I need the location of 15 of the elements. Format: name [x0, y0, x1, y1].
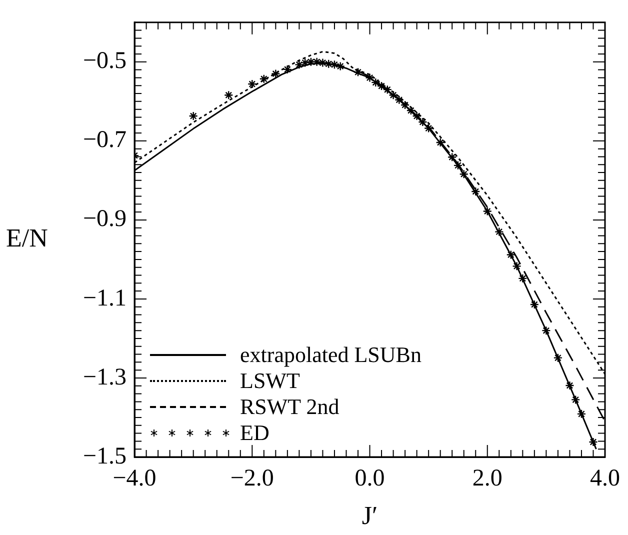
y-tick-label: −1.1 [82, 285, 127, 312]
x-tick-label: 2.0 [472, 466, 502, 492]
y-tick-label: −0.9 [82, 206, 127, 232]
y-tick-label: −1.3 [82, 364, 127, 390]
y-tick-label: −0.5 [82, 48, 127, 74]
legend-label: RSWT 2nd [240, 394, 340, 420]
x-tick-label: 4.0 [590, 466, 620, 492]
x-tick-label: 0.0 [354, 466, 385, 492]
legend-label: ED [240, 420, 270, 446]
x-axis-title: J′ [362, 501, 378, 530]
y-tick-label: −0.7 [82, 127, 127, 154]
y-axis-title: E/N [6, 224, 48, 253]
legend-label: LSWT [240, 368, 300, 394]
x-tick-label: −2.0 [230, 466, 274, 492]
legend-label: extrapolated LSUBn [240, 342, 422, 368]
